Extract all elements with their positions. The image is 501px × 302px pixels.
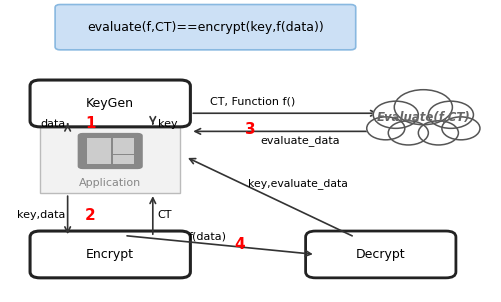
FancyBboxPatch shape [113,138,134,154]
Text: Evaluate(f,CT): Evaluate(f,CT) [376,111,470,124]
Text: key,data: key,data [17,210,65,220]
Text: key: key [158,119,177,129]
Circle shape [442,117,480,140]
Text: CT, Function f(): CT, Function f() [210,97,296,107]
FancyBboxPatch shape [40,127,180,193]
FancyBboxPatch shape [78,133,143,169]
Circle shape [388,121,428,145]
Circle shape [428,101,473,128]
Text: key,evaluate_data: key,evaluate_data [247,178,348,189]
Text: 4: 4 [234,237,245,252]
Circle shape [418,121,458,145]
Text: Decrypt: Decrypt [356,248,406,261]
Circle shape [394,90,452,125]
Text: Encrypt: Encrypt [86,248,134,261]
FancyBboxPatch shape [55,5,356,50]
Circle shape [367,117,405,140]
FancyBboxPatch shape [306,231,456,278]
Text: KeyGen: KeyGen [86,97,134,110]
Circle shape [373,101,418,128]
Text: 1: 1 [85,116,95,131]
Text: evaluate(f,CT)==encrypt(key,f(data)): evaluate(f,CT)==encrypt(key,f(data)) [87,21,324,34]
Text: CT: CT [158,210,172,220]
Text: data: data [40,119,65,129]
Text: 2: 2 [85,208,96,223]
Text: 3: 3 [245,122,256,137]
FancyBboxPatch shape [113,155,134,164]
Text: f(data): f(data) [188,231,226,241]
Text: Application: Application [79,178,141,188]
FancyBboxPatch shape [30,80,190,127]
FancyBboxPatch shape [87,138,111,164]
FancyBboxPatch shape [30,231,190,278]
Text: evaluate_data: evaluate_data [261,135,340,146]
